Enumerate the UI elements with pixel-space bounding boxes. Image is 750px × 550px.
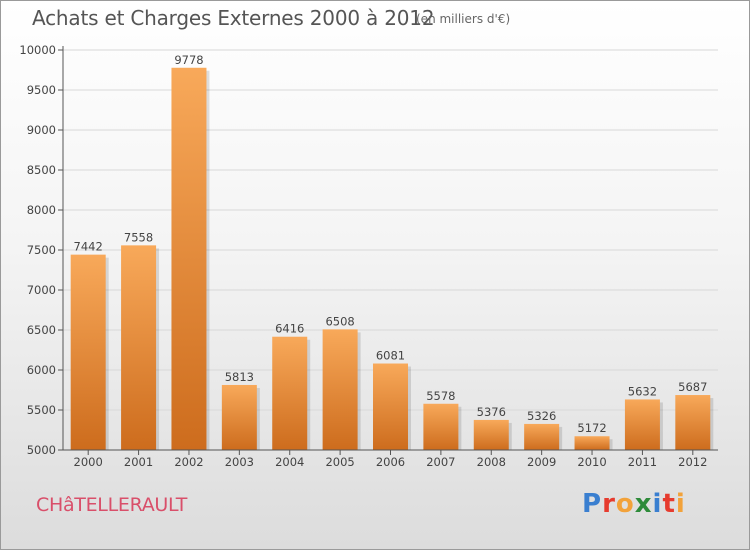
x-tick-label: 2008 bbox=[477, 455, 506, 469]
bar-2012 bbox=[675, 395, 711, 450]
x-tick-label: 2010 bbox=[577, 455, 606, 469]
x-tick-label: 2005 bbox=[325, 455, 354, 469]
proxiti-logo: Proxiti bbox=[582, 489, 686, 519]
data-label: 5172 bbox=[577, 421, 606, 435]
x-tick-label: 2003 bbox=[225, 455, 254, 469]
data-label: 6508 bbox=[325, 314, 354, 328]
data-label: 7558 bbox=[124, 230, 153, 244]
bars bbox=[70, 67, 714, 450]
data-label: 6081 bbox=[376, 349, 405, 363]
y-tick-label: 9500 bbox=[27, 83, 56, 97]
x-tick-label: 2009 bbox=[527, 455, 556, 469]
logo-letter: r bbox=[602, 489, 616, 519]
bar-2006 bbox=[373, 363, 408, 450]
y-tick-label: 7500 bbox=[27, 243, 56, 257]
data-label: 6416 bbox=[275, 322, 304, 336]
bar-2007 bbox=[423, 403, 459, 450]
y-tick-label: 10000 bbox=[19, 43, 56, 57]
bar-2003 bbox=[221, 384, 257, 450]
y-tick-label: 9000 bbox=[27, 123, 56, 137]
bar-2002 bbox=[171, 67, 207, 450]
y-tick-label: 8000 bbox=[27, 203, 56, 217]
bar-2004 bbox=[272, 336, 308, 450]
y-tick-label: 5000 bbox=[27, 443, 56, 457]
labels: 5000 5500 6000 6500 7000 7500 8000 8500 9000 9500… bbox=[19, 43, 707, 469]
axes bbox=[58, 46, 718, 455]
chart-subtitle: (en milliers d'€) bbox=[416, 12, 511, 26]
data-label: 5376 bbox=[477, 405, 506, 419]
y-tick-label: 6000 bbox=[27, 363, 56, 377]
data-label: 5813 bbox=[225, 370, 254, 384]
bar-2005 bbox=[322, 329, 358, 450]
data-label: 9778 bbox=[174, 53, 203, 67]
x-tick-label: 2012 bbox=[678, 455, 707, 469]
chart-title: Achats et Charges Externes 2000 à 2012 bbox=[32, 6, 435, 30]
data-label: 5687 bbox=[678, 380, 707, 394]
bar-2001 bbox=[121, 245, 157, 450]
bar-2010 bbox=[574, 436, 610, 450]
x-tick-label: 2000 bbox=[74, 455, 103, 469]
bar-2009 bbox=[524, 423, 560, 450]
logo-letter: P bbox=[582, 489, 603, 519]
x-tick-label: 2002 bbox=[174, 455, 203, 469]
x-tick-label: 2011 bbox=[628, 455, 657, 469]
bar-2008 bbox=[473, 419, 509, 450]
logo-letter: i bbox=[652, 489, 663, 519]
x-tick-label: 2004 bbox=[275, 455, 304, 469]
logo-letter: x bbox=[634, 489, 653, 519]
logo-letter: t bbox=[662, 489, 676, 519]
data-label: 5326 bbox=[527, 409, 556, 423]
bar-2000 bbox=[70, 254, 106, 450]
data-label: 5632 bbox=[628, 384, 657, 398]
bar-2011 bbox=[624, 399, 660, 450]
town-name: CHâTELLERAULT bbox=[36, 494, 187, 516]
data-label: 7442 bbox=[74, 240, 103, 254]
y-tick-label: 8500 bbox=[27, 163, 56, 177]
y-tick-label: 5500 bbox=[27, 403, 56, 417]
data-label: 5578 bbox=[426, 389, 455, 403]
logo-letter: i bbox=[675, 489, 686, 519]
y-tick-label: 7000 bbox=[27, 283, 56, 297]
x-tick-label: 2007 bbox=[426, 455, 455, 469]
y-tick-label: 6500 bbox=[27, 323, 56, 337]
logo-letter: o bbox=[615, 489, 635, 519]
x-tick-label: 2006 bbox=[376, 455, 405, 469]
x-tick-label: 2001 bbox=[124, 455, 153, 469]
